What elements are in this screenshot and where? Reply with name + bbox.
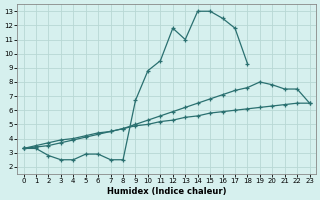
X-axis label: Humidex (Indice chaleur): Humidex (Indice chaleur): [107, 187, 226, 196]
